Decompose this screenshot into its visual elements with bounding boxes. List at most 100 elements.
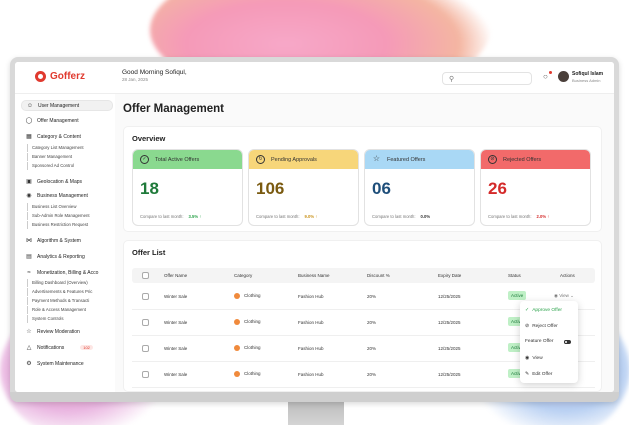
stat-compare: Compare to last month: 3.5% ↑: [140, 214, 202, 219]
sidebar-item-label: Notifications: [37, 344, 65, 351]
feature-toggle[interactable]: [564, 339, 572, 344]
table-row[interactable]: Winter Sale Clothing Fashion Hub 20% 12/…: [132, 336, 595, 362]
compare-label: Compare to last month: [256, 214, 299, 219]
category-label: Clothing: [244, 345, 261, 351]
stat-card-total-active[interactable]: ✓ Total Active Offers 18 Compare to last…: [132, 149, 243, 226]
column-header: Status: [508, 273, 521, 278]
notification-bell-icon[interactable]: ○: [543, 72, 548, 81]
sidebar-item-geolocation[interactable]: ▣ Geolocation & Maps: [21, 176, 113, 187]
category-label: Clothing: [244, 293, 261, 299]
app-screen: Gofferz Good Morning Sofiqul, 28 Jan, 20…: [15, 62, 614, 392]
reject-icon: ⊘: [525, 323, 530, 329]
approve-offer-item[interactable]: ✓ Approve Offer: [525, 307, 562, 313]
actions-menu: ✓ Approve Offer ⊘ Reject Offer Feature Off…: [520, 301, 578, 383]
sidebar-item-user-management[interactable]: ☺ User Management: [21, 100, 113, 111]
status-badge: Active: [508, 369, 527, 378]
sidebar-item-business-management[interactable]: ◉ Business Management: [21, 190, 113, 201]
monitor-frame: Gofferz Good Morning Sofiqul, 28 Jan, 20…: [10, 57, 619, 402]
stat-change: 0.0%: [420, 214, 431, 219]
offer-name: Winter Sale: [164, 346, 188, 351]
discount: 20%: [367, 346, 377, 351]
sidebar-item-system-maintenance[interactable]: ⚙ System Maintenance: [21, 358, 113, 369]
chart-icon: ▤: [26, 254, 32, 260]
sidebar-subitem[interactable]: Category List Management: [27, 144, 117, 152]
map-icon: ▣: [26, 179, 32, 185]
menu-label: Reject Offer: [532, 323, 558, 329]
clothing-icon: [234, 345, 240, 351]
stat-change: 9.0% ↑: [304, 214, 318, 219]
sidebar-item-notifications[interactable]: △ Notifications 102: [21, 342, 113, 353]
stat-card-pending[interactable]: ↻ Pending Approvals 106 Compare to last …: [248, 149, 359, 226]
briefcase-icon: ◉: [26, 193, 32, 199]
stat-label: Rejected Offers: [503, 156, 542, 163]
sidebar-subitem[interactable]: Business List Overview: [27, 203, 117, 211]
row-checkbox[interactable]: [142, 371, 149, 378]
discount: 20%: [367, 294, 377, 299]
sidebar-subitem[interactable]: Banner Management: [27, 153, 117, 161]
sidebar-item-offer-management[interactable]: ◯ Offer Management: [21, 115, 113, 126]
clothing-icon: [234, 319, 240, 325]
feature-offer-item[interactable]: Feature Offer: [525, 339, 572, 344]
sidebar-subitem[interactable]: Sub-Admin Role Management: [27, 212, 117, 220]
greeting-date: 28 Jan, 2025: [122, 77, 149, 82]
sidebar-item-review-moderation[interactable]: ☆ Review Moderation: [21, 326, 113, 337]
stat-header: ✓ Total Active Offers: [133, 150, 242, 169]
notification-count-badge: 102: [80, 345, 93, 350]
sidebar-subitem[interactable]: Sponsored Ad Control: [27, 162, 117, 170]
category-cell: Clothing: [234, 293, 261, 299]
offer-list-title: Offer List: [132, 248, 166, 257]
stat-change: 3.5% ↑: [188, 214, 202, 219]
column-header: Discount %: [367, 273, 390, 278]
row-actions-dropdown[interactable]: ◉ View ⌄: [554, 293, 574, 299]
sidebar-item-analytics[interactable]: ▤ Analytics & Reporting: [21, 251, 113, 262]
stat-card-rejected[interactable]: ⊘ Rejected Offers 26 Compare to last mon…: [480, 149, 591, 226]
stat-label: Total Active Offers: [155, 156, 200, 163]
column-header: Offer Name: [164, 273, 188, 278]
sidebar-subitem[interactable]: System Controls: [27, 315, 117, 323]
edit-offer-item[interactable]: ✎ Edit Offer: [525, 371, 552, 377]
search-icon: ⚲: [449, 76, 455, 83]
row-checkbox[interactable]: [142, 345, 149, 352]
sidebar-item-monetization[interactable]: ≈ Monetization, Billing & Acco: [21, 267, 113, 278]
table-row[interactable]: Winter Sale Clothing Fashion Hub 20% 12/…: [132, 310, 595, 336]
eye-icon: ◉: [554, 293, 558, 298]
sidebar: ☺ User Management ◯ Offer Management ▦ C…: [15, 94, 115, 392]
select-all-checkbox[interactable]: [142, 272, 149, 279]
business-name: Fashion Hub: [298, 372, 324, 377]
sidebar-item-label: Business Management: [37, 192, 88, 199]
menu-label: Approve Offer: [532, 307, 562, 313]
sidebar-item-category-content[interactable]: ▦ Category & Content: [21, 131, 113, 142]
avatar[interactable]: [558, 71, 569, 82]
reject-offer-item[interactable]: ⊘ Reject Offer: [525, 323, 558, 329]
stat-compare: Compare to last month: 0.0%: [372, 214, 431, 219]
sidebar-subitem[interactable]: Billing Dashboard (Overview): [27, 279, 117, 287]
table-row[interactable]: Winter Sale Clothing Fashion Hub 20% 12/…: [132, 362, 595, 388]
search-input[interactable]: ⚲: [442, 72, 532, 85]
sidebar-item-label: Geolocation & Maps: [37, 178, 83, 185]
app-logo[interactable]: Gofferz: [35, 71, 85, 82]
overview-title: Overview: [132, 134, 166, 143]
sidebar-subitem[interactable]: Role & Access Management: [27, 306, 117, 314]
status-badge: Active: [508, 291, 527, 300]
sidebar-subitem[interactable]: Payment Methods & Transacti: [27, 297, 117, 305]
view-item[interactable]: ◉ View: [525, 355, 543, 361]
sidebar-item-label: Review Moderation: [37, 328, 80, 335]
status-badge: Active: [508, 317, 527, 326]
table-row[interactable]: Winter Sale Clothing Fashion Hub 20% 12/…: [132, 284, 595, 310]
row-checkbox[interactable]: [142, 293, 149, 300]
active-offers-icon: ✓: [140, 155, 149, 164]
compare-label: Compare to last month: [140, 214, 183, 219]
sidebar-item-algorithm[interactable]: ⋈ Algorithm & System: [21, 235, 113, 246]
check-circle-icon: ✓: [525, 307, 530, 313]
algorithm-icon: ⋈: [26, 238, 32, 244]
page-title: Offer Management: [123, 103, 224, 115]
sidebar-subitem[interactable]: Business Restriction Request: [27, 221, 117, 229]
top-bar: Gofferz Good Morning Sofiqul, 28 Jan, 20…: [15, 62, 614, 94]
stat-value: 06: [372, 179, 391, 198]
sidebar-subitem[interactable]: Advertisements & Features Pric: [27, 288, 117, 296]
stat-card-featured[interactable]: ☆ Featured Offers 06 Compare to last mon…: [364, 149, 475, 226]
row-checkbox[interactable]: [142, 319, 149, 326]
category-cell: Clothing: [234, 319, 261, 325]
category-label: Clothing: [244, 371, 261, 377]
